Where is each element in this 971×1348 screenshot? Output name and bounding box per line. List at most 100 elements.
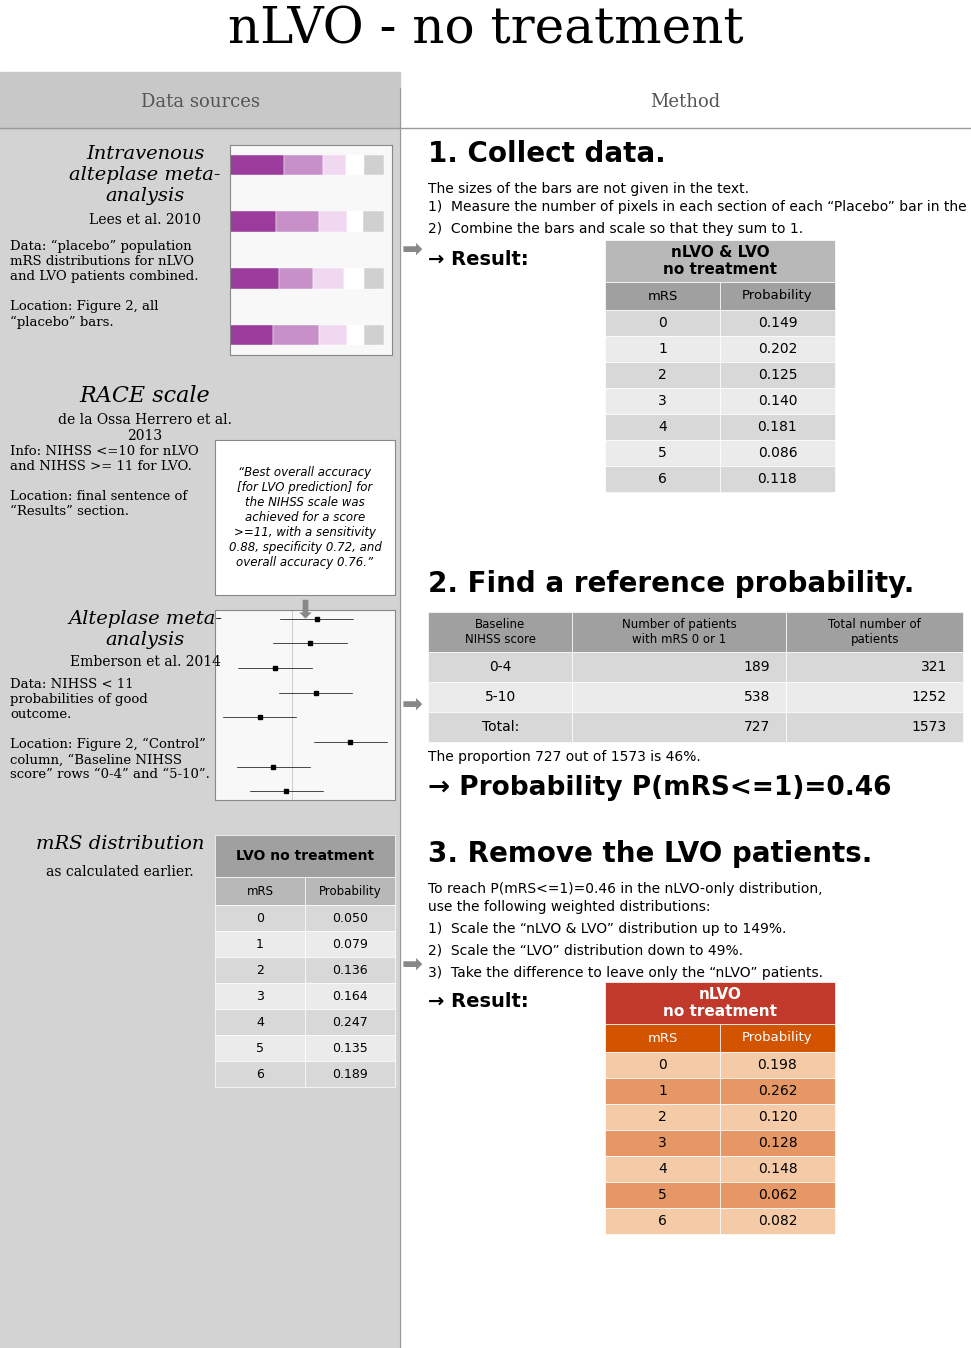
Text: 1)  Scale the “nLVO & LVO” distribution up to 149%.: 1) Scale the “nLVO & LVO” distribution u… [428,922,787,936]
Text: mRS: mRS [648,290,678,302]
Text: 4: 4 [256,1015,264,1029]
Text: 4: 4 [658,421,667,434]
Bar [720,414,835,439]
Bar [787,652,963,682]
Text: as calculated earlier.: as calculated earlier. [47,865,194,879]
Bar [605,1024,720,1051]
Text: 5-10: 5-10 [485,690,516,704]
Text: 0.202: 0.202 [757,342,797,356]
Text: 0.135: 0.135 [332,1042,368,1054]
Bar [215,957,305,983]
Text: 3: 3 [256,989,264,1003]
Text: 0: 0 [256,911,264,925]
Text: → Result:: → Result: [428,249,528,270]
Text: 5: 5 [658,446,667,460]
Bar [322,155,346,175]
Bar [720,1051,835,1078]
Text: 0: 0 [658,315,667,330]
Text: LVO no treatment: LVO no treatment [236,849,374,863]
Text: Info: NIHSS <=10 for nLVO
and NIHSS >= 11 for LVO.

Location: final sentence of
: Info: NIHSS <=10 for nLVO and NIHSS >= 1… [10,445,199,518]
Text: 2. Find a reference probability.: 2. Find a reference probability. [428,570,915,599]
Bar [305,957,395,983]
Text: ➡: ➡ [401,693,422,717]
Text: 0.062: 0.062 [757,1188,797,1202]
Text: 0.189: 0.189 [332,1068,368,1081]
Bar [319,325,348,345]
Text: Probability: Probability [742,290,813,302]
Text: Probability: Probability [318,884,382,898]
Bar [787,712,963,741]
Bar [605,282,720,310]
Text: 0.262: 0.262 [757,1084,797,1099]
Bar [605,1078,720,1104]
Text: nLVO - no treatment: nLVO - no treatment [227,5,744,54]
Text: 1: 1 [256,937,264,950]
Bar [305,1035,395,1061]
Text: 0.148: 0.148 [757,1162,797,1175]
Text: 2: 2 [658,1109,667,1124]
Text: The proportion 727 out of 1573 is 46%.: The proportion 727 out of 1573 is 46%. [428,749,701,764]
Text: Data sources: Data sources [141,93,259,111]
Bar [605,363,720,388]
Text: 2: 2 [658,368,667,381]
Bar [280,268,314,288]
Text: 0.140: 0.140 [757,394,797,408]
Text: 0.136: 0.136 [332,964,368,976]
Bar [605,1208,720,1233]
Text: use the following weighted distributions:: use the following weighted distributions… [428,900,711,914]
Text: Method: Method [650,93,720,111]
Text: 0.247: 0.247 [332,1015,368,1029]
Text: 2)  Combine the bars and scale so that they sum to 1.: 2) Combine the bars and scale so that th… [428,222,803,236]
Text: Data: NIHSS < 11
probabilities of good
outcome.

Location: Figure 2, “Control”
c: Data: NIHSS < 11 probabilities of good o… [10,678,210,782]
Text: 189: 189 [744,661,770,674]
Bar [277,212,319,232]
Text: “Best overall accuracy
[for LVO prediction] for
the NIHSS scale was
achieved for: “Best overall accuracy [for LVO predicti… [228,466,382,569]
Bar [230,325,273,345]
Text: 1252: 1252 [912,690,947,704]
Bar [573,712,787,741]
Bar [605,336,720,363]
Bar [720,282,835,310]
Text: 3. Remove the LVO patients.: 3. Remove the LVO patients. [428,840,872,868]
Bar [605,1051,720,1078]
Text: 0.198: 0.198 [757,1058,797,1072]
Text: 0.118: 0.118 [757,472,797,487]
Bar [720,1130,835,1157]
Bar [215,1035,305,1061]
Text: mRS: mRS [247,884,274,898]
Text: 2)  Scale the “LVO” distribution down to 49%.: 2) Scale the “LVO” distribution down to … [428,944,743,958]
Bar [428,612,573,652]
Bar [305,931,395,957]
Bar [215,1061,305,1086]
Text: 1: 1 [658,1084,667,1099]
Text: 0.181: 0.181 [757,421,797,434]
Bar [720,1078,835,1104]
Bar [273,325,319,345]
Text: ⬇: ⬇ [294,599,316,621]
Bar [215,1010,305,1035]
Text: ➡: ➡ [401,239,422,262]
Bar [787,612,963,652]
Text: 3)  Take the difference to leave only the “nLVO” patients.: 3) Take the difference to leave only the… [428,967,823,980]
Bar [720,1182,835,1208]
Bar [720,363,835,388]
Bar [605,1157,720,1182]
Bar [720,1157,835,1182]
Text: Number of patients
with mRS 0 or 1: Number of patients with mRS 0 or 1 [622,617,737,646]
Text: mRS distribution: mRS distribution [36,834,204,853]
Text: 0.120: 0.120 [757,1109,797,1124]
Text: 1573: 1573 [912,720,947,735]
Text: 3: 3 [658,1136,667,1150]
Text: Probability: Probability [742,1031,813,1045]
Text: Emberson et al. 2014: Emberson et al. 2014 [70,655,220,669]
Bar [787,682,963,712]
Text: 0.149: 0.149 [757,315,797,330]
Bar [215,983,305,1010]
Bar [215,834,395,878]
Text: nLVO & LVO
no treatment: nLVO & LVO no treatment [663,245,777,278]
Bar [573,652,787,682]
Text: 1. Collect data.: 1. Collect data. [428,140,666,168]
Bar [720,439,835,466]
Text: 0.082: 0.082 [757,1215,797,1228]
Text: 0: 0 [658,1058,667,1072]
